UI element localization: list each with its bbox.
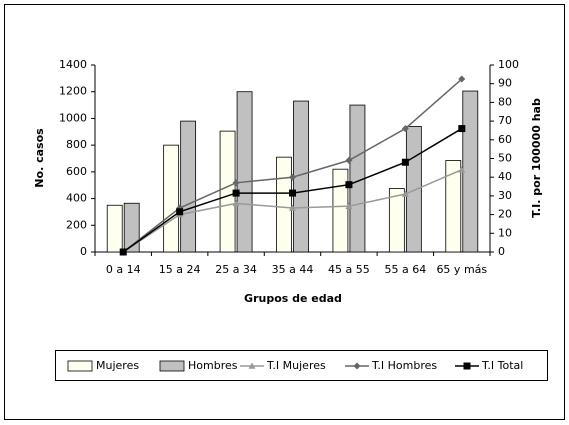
legend-label: T.I Total	[481, 359, 523, 372]
y2-tick-label: 30	[498, 189, 512, 202]
x-tick-label: 45 a 55	[328, 263, 370, 276]
point-marker	[345, 202, 353, 209]
y2-tick-label: 40	[498, 170, 512, 183]
bar	[332, 168, 349, 253]
x-tick-label: 65 y más	[436, 263, 487, 276]
point-marker	[119, 248, 127, 256]
bar	[388, 188, 405, 253]
legend-marker	[353, 362, 361, 370]
point-marker	[289, 204, 296, 211]
y2-tick-label: 100	[498, 58, 519, 71]
y2-tick-label: 70	[498, 114, 512, 127]
y-tick-label: 1400	[59, 58, 87, 71]
x-tick-label: 0 a 14	[106, 263, 141, 276]
x-axis-title: Grupos de edad	[244, 292, 342, 305]
point-marker	[232, 189, 240, 197]
x-tick-label: 35 a 44	[272, 263, 314, 276]
legend-swatch	[67, 360, 93, 372]
point-marker	[289, 173, 296, 181]
point-marker	[345, 156, 353, 164]
x-tick-label: 15 a 24	[159, 263, 201, 276]
point-marker	[232, 199, 240, 207]
y2-tick-label: 0	[498, 245, 505, 258]
point-marker	[458, 125, 466, 133]
y2-axis-title: T.I. por 100000 hab	[530, 98, 543, 218]
y-tick-label: 800	[66, 138, 87, 151]
point-marker	[401, 190, 409, 197]
y2-tick-label: 90	[498, 77, 512, 90]
legend-marker	[463, 362, 471, 370]
y-tick-label: 1000	[59, 111, 87, 124]
y-tick-label: 0	[80, 245, 87, 258]
bar	[462, 90, 479, 253]
x-tick-label: 55 a 64	[384, 263, 426, 276]
y-tick-label: 600	[66, 165, 87, 178]
point-marker	[458, 75, 466, 83]
legend-label: T.I Hombres	[371, 359, 437, 372]
point-marker	[176, 208, 184, 216]
point-marker	[232, 179, 240, 187]
y2-tick-label: 10	[498, 226, 512, 239]
y-tick-label: 200	[66, 218, 87, 231]
x-tick-label: 25 a 34	[215, 263, 257, 276]
bar	[445, 160, 462, 253]
legend-swatch	[159, 360, 185, 372]
point-marker	[458, 166, 466, 173]
point-marker	[345, 181, 353, 189]
legend-marker	[248, 362, 256, 369]
bar	[236, 91, 253, 253]
y2-tick-label: 60	[498, 133, 512, 146]
bar	[180, 120, 197, 253]
bar	[123, 202, 140, 253]
y2-tick-label: 80	[498, 95, 512, 108]
point-marker	[401, 125, 409, 133]
legend-label: Hombres	[188, 359, 238, 372]
bar	[163, 144, 180, 253]
point-marker	[289, 189, 296, 197]
y-axis-title: No. casos	[33, 128, 46, 188]
y2-tick-label: 20	[498, 208, 512, 221]
bar	[106, 204, 123, 253]
legend-label: T.I Mujeres	[266, 359, 326, 372]
point-marker	[401, 158, 409, 166]
bar	[405, 126, 422, 253]
legend-label: Mujeres	[96, 359, 139, 372]
y2-tick-label: 50	[498, 152, 512, 165]
bar	[276, 156, 292, 253]
y-tick-label: 400	[66, 192, 87, 205]
y-tick-label: 1200	[59, 85, 87, 98]
